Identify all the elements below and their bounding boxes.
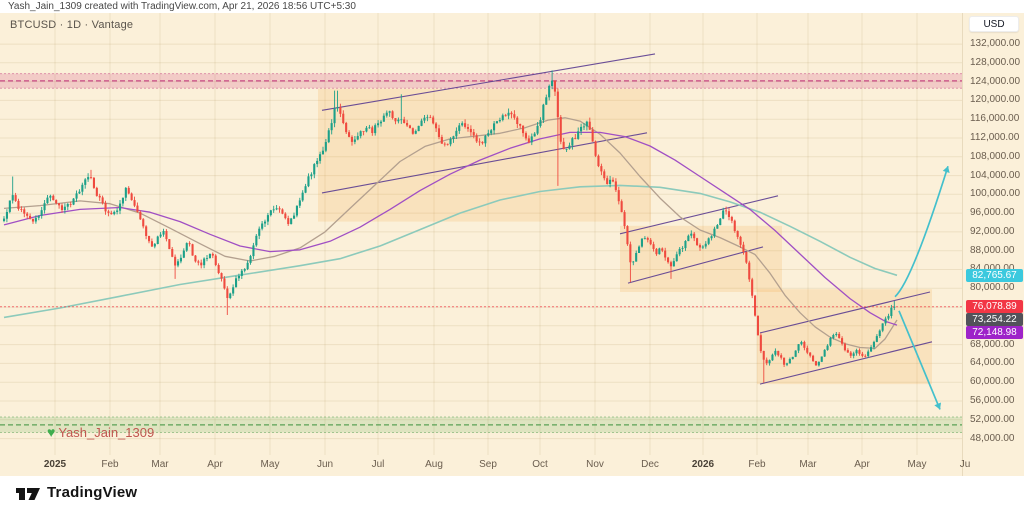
price-tick-label: 80,000.00 xyxy=(970,282,1015,293)
time-tick-label: Mar xyxy=(151,459,169,470)
time-tick-label: Feb xyxy=(748,459,766,470)
highlight-boxes-layer[interactable] xyxy=(318,88,932,385)
grid-layer xyxy=(0,13,962,455)
ascending-channel-jun-oct-upper[interactable] xyxy=(321,53,656,111)
ma-slow-line xyxy=(3,131,898,326)
time-tick-label: May xyxy=(907,459,927,470)
time-tick-label: Apr xyxy=(207,459,223,470)
tradingview-brand-text: TradingView xyxy=(47,483,138,501)
price-chart[interactable] xyxy=(0,13,962,476)
time-tick-label: Mar xyxy=(799,459,817,470)
price-tick-label: 96,000.00 xyxy=(970,207,1015,218)
projection-arrows-layer[interactable] xyxy=(894,165,950,410)
time-tick-label: May xyxy=(260,459,280,470)
footer-bar: TradingView xyxy=(0,476,1024,508)
highlight-box[interactable] xyxy=(318,88,651,222)
currency-button[interactable]: USD xyxy=(969,16,1019,32)
channel-nov-dec-lower[interactable] xyxy=(627,246,764,284)
price-tick-label: 108,000.00 xyxy=(970,151,1021,162)
price-tick-label: 132,000.00 xyxy=(970,38,1021,49)
time-tick-label: 2025 xyxy=(43,459,67,470)
price-tick-label: 104,000.00 xyxy=(970,170,1021,181)
price-tick-label: 64,000.00 xyxy=(970,357,1015,368)
highlight-box[interactable] xyxy=(620,225,782,292)
ma-fast-line xyxy=(3,117,898,350)
channel-nov-dec-upper[interactable] xyxy=(619,195,779,235)
price-tick-label: 100,000.00 xyxy=(970,188,1021,199)
price-tick-label: 68,000.00 xyxy=(970,339,1015,350)
price-tick-label: 88,000.00 xyxy=(970,245,1015,256)
price-tick-label: 92,000.00 xyxy=(970,226,1015,237)
zones-layer[interactable] xyxy=(0,73,962,433)
ascending-channel-feb-apr-lower[interactable] xyxy=(759,341,933,385)
ascending-channel-feb-apr-upper[interactable] xyxy=(759,291,931,334)
time-axis[interactable]: 2025 Feb Mar Apr May Jun Jul Aug Sep Oct Nov Dec 202… xyxy=(0,455,1024,476)
time-tick-label: Aug xyxy=(425,459,443,470)
price-tick-label: 128,000.00 xyxy=(970,57,1021,68)
highlight-box[interactable] xyxy=(757,289,932,385)
time-tick-label: Feb xyxy=(101,459,119,470)
price-tick-label: 60,000.00 xyxy=(970,376,1015,387)
tradingview-logo-icon xyxy=(16,484,40,501)
ma-long-price-label: 82,765.67 xyxy=(966,269,1023,282)
time-tick-label: Ju xyxy=(959,459,971,470)
bearish-projection-arrow[interactable] xyxy=(898,310,941,410)
symbol-legend[interactable]: BTCUSD · 1D · Vantage xyxy=(10,19,134,31)
bullish-projection-arrow[interactable] xyxy=(894,165,949,298)
green-heart-icon: ♥ xyxy=(47,424,56,440)
price-tick-label: 124,000.00 xyxy=(970,76,1021,87)
time-tick-label: Sep xyxy=(479,459,497,470)
author-watermark: ♥ Yash_Jain_1309 xyxy=(47,424,154,440)
moving-averages-layer xyxy=(3,117,898,350)
time-tick-label: Jul xyxy=(371,459,385,470)
ascending-channel-jun-oct-lower[interactable] xyxy=(321,132,648,194)
attribution-text: Yash_Jain_1309 created with TradingView.… xyxy=(8,1,356,12)
time-tick-label: Nov xyxy=(586,459,604,470)
last-price-label: 76,078.89 xyxy=(966,300,1023,313)
price-axis[interactable]: USD 132,000.00 128,000.00 124,000.00 120,00… xyxy=(962,13,1024,476)
price-tick-label: 48,000.00 xyxy=(970,433,1015,444)
channels-layer[interactable] xyxy=(321,53,933,385)
price-tick-label: 120,000.00 xyxy=(970,94,1021,105)
price-tick-label: 56,000.00 xyxy=(970,395,1015,406)
watermark-username: Yash_Jain_1309 xyxy=(58,425,155,440)
candles-layer xyxy=(3,70,896,383)
ma-fast-price-label: 73,254.22 xyxy=(966,313,1023,326)
price-tick-label: 112,000.00 xyxy=(970,132,1020,143)
price-tick-label: 116,000.00 xyxy=(970,113,1020,124)
ma-long-line xyxy=(3,184,898,319)
time-tick-label: Oct xyxy=(532,459,548,470)
time-tick-label: Apr xyxy=(854,459,870,470)
time-tick-label: 2026 xyxy=(691,459,715,470)
time-tick-label: Jun xyxy=(316,459,334,470)
price-tick-label: 52,000.00 xyxy=(970,414,1015,425)
time-tick-label: Dec xyxy=(641,459,659,470)
price-tick-label: 84,000.00 xyxy=(970,263,1015,275)
attribution-bar: Yash_Jain_1309 created with TradingView.… xyxy=(0,0,1024,13)
chart-area: BTCUSD · 1D · Vantage ♥ Yash_Jain_1309 xyxy=(0,13,1024,476)
ma-slow-price-label: 72,148.98 xyxy=(966,326,1023,339)
